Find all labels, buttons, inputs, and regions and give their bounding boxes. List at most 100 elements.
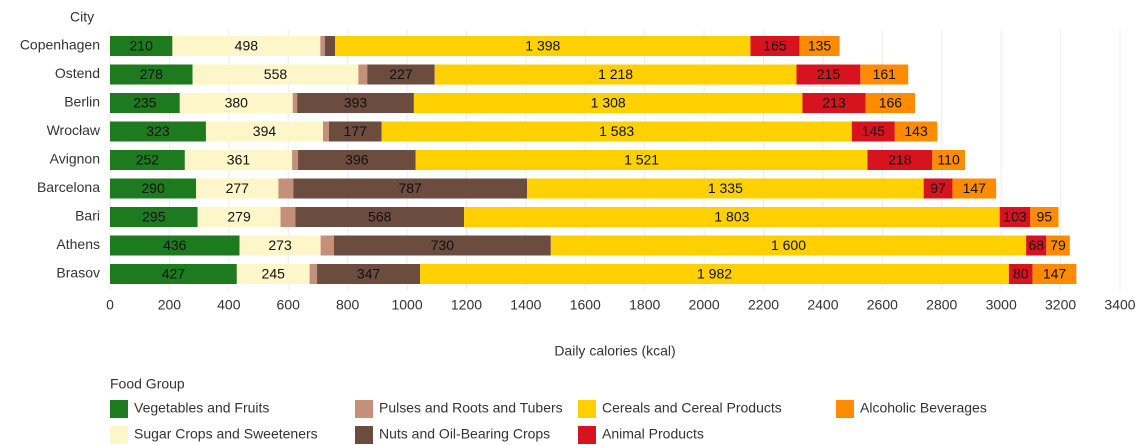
bar-segment (851, 121, 895, 142)
data-label: 277 (226, 180, 250, 196)
x-tick-label: 200 (158, 297, 182, 313)
x-tick-label: 3200 (1045, 297, 1076, 313)
legend-label: Vegetables and Fruits (134, 400, 269, 416)
bar-segment (110, 207, 198, 227)
bar-segment (292, 93, 298, 113)
bar-segment (923, 178, 953, 199)
bar-segment (799, 36, 840, 56)
legend-swatch (355, 400, 373, 418)
data-label: 218 (888, 152, 912, 168)
x-tick-label: 1800 (629, 297, 660, 313)
x-tick-label: 3000 (986, 297, 1017, 313)
legend-label: Animal Products (602, 426, 704, 442)
data-label: 787 (398, 180, 422, 196)
bar-segment (750, 36, 800, 56)
data-label: 147 (1043, 266, 1067, 282)
legend-label: Sugar Crops and Sweeteners (134, 426, 318, 442)
bar-segment (1026, 235, 1047, 256)
bar-segment (415, 150, 868, 170)
data-label: 143 (904, 123, 928, 139)
bar-segment (335, 36, 751, 56)
bar-segment (320, 36, 325, 56)
data-label: 147 (963, 180, 987, 196)
data-label: 80 (1013, 266, 1029, 282)
bar-segment (434, 64, 797, 85)
bar-segment (292, 150, 299, 170)
data-label: 1 335 (708, 180, 743, 196)
bar-segment (358, 64, 368, 85)
bar-segment (297, 93, 414, 113)
bar-segment (110, 264, 237, 284)
legend-swatch (836, 400, 854, 418)
bar-segment (322, 121, 329, 142)
x-tick-label: 600 (277, 297, 301, 313)
data-label: 215 (817, 66, 841, 82)
x-tick-label: 1600 (570, 297, 601, 313)
x-tick-label: 1000 (391, 297, 422, 313)
data-label: 235 (133, 95, 157, 111)
data-label: 103 (1003, 209, 1027, 225)
bar-segment (298, 150, 416, 170)
legend-swatch (578, 400, 596, 418)
data-label: 245 (262, 266, 286, 282)
legend-label: Cereals and Cereal Products (602, 400, 782, 416)
data-label: 79 (1050, 237, 1066, 253)
bar-segment (420, 264, 1009, 284)
bar-segment (110, 36, 173, 56)
data-label: 427 (162, 266, 186, 282)
bar-segment (999, 207, 1031, 227)
bar-segment (184, 150, 293, 170)
bar-segment (865, 93, 916, 113)
x-tick-label: 0 (106, 297, 114, 313)
legend-swatch (110, 400, 128, 418)
legend-swatch (355, 426, 373, 444)
x-tick-label: 3400 (1104, 297, 1135, 313)
data-label: 558 (264, 66, 288, 82)
bar-segment (172, 36, 321, 56)
data-label: 95 (1037, 209, 1053, 225)
data-label: 1 218 (598, 66, 633, 82)
y-tick-label: Barcelona (37, 179, 100, 195)
bar-segment (179, 93, 293, 113)
bar-segment (192, 64, 359, 85)
bar-segment (1046, 235, 1070, 256)
data-label: 1 583 (599, 123, 634, 139)
data-label: 361 (227, 152, 251, 168)
x-tick-label: 2600 (867, 297, 898, 313)
bar-segment (110, 178, 197, 199)
bar-segment (328, 121, 382, 142)
x-tick-label: 2800 (926, 297, 957, 313)
x-tick-label: 1400 (510, 297, 541, 313)
x-tick-label: 2400 (807, 297, 838, 313)
bar-segment (324, 36, 336, 56)
data-label: 396 (345, 152, 369, 168)
y-tick-label: Avignon (50, 151, 100, 167)
data-label: 252 (136, 152, 160, 168)
data-label: 347 (357, 266, 381, 282)
x-tick-label: 800 (336, 297, 360, 313)
data-label: 227 (389, 66, 413, 82)
bar-segment (413, 93, 803, 113)
data-label: 278 (140, 66, 164, 82)
bar-segment (802, 93, 866, 113)
x-tick-label: 400 (217, 297, 241, 313)
legend-swatch (578, 426, 596, 444)
data-label: 1 308 (591, 95, 626, 111)
data-label: 394 (253, 123, 277, 139)
data-label: 68 (1028, 237, 1044, 253)
data-label: 145 (862, 123, 886, 139)
bar-segment (196, 178, 279, 199)
bar-segment (110, 121, 206, 142)
data-label: 165 (763, 38, 787, 54)
data-label: 568 (368, 209, 392, 225)
data-label: 1 521 (624, 152, 659, 168)
bar-segment (550, 235, 1027, 256)
data-label: 295 (142, 209, 166, 225)
bar-segment (367, 64, 435, 85)
data-label: 1 398 (525, 38, 560, 54)
data-label: 1 600 (771, 237, 806, 253)
data-label: 436 (163, 237, 187, 253)
bar-segment (205, 121, 323, 142)
legend-title: Food Group (110, 376, 185, 392)
data-label: 210 (130, 38, 154, 54)
